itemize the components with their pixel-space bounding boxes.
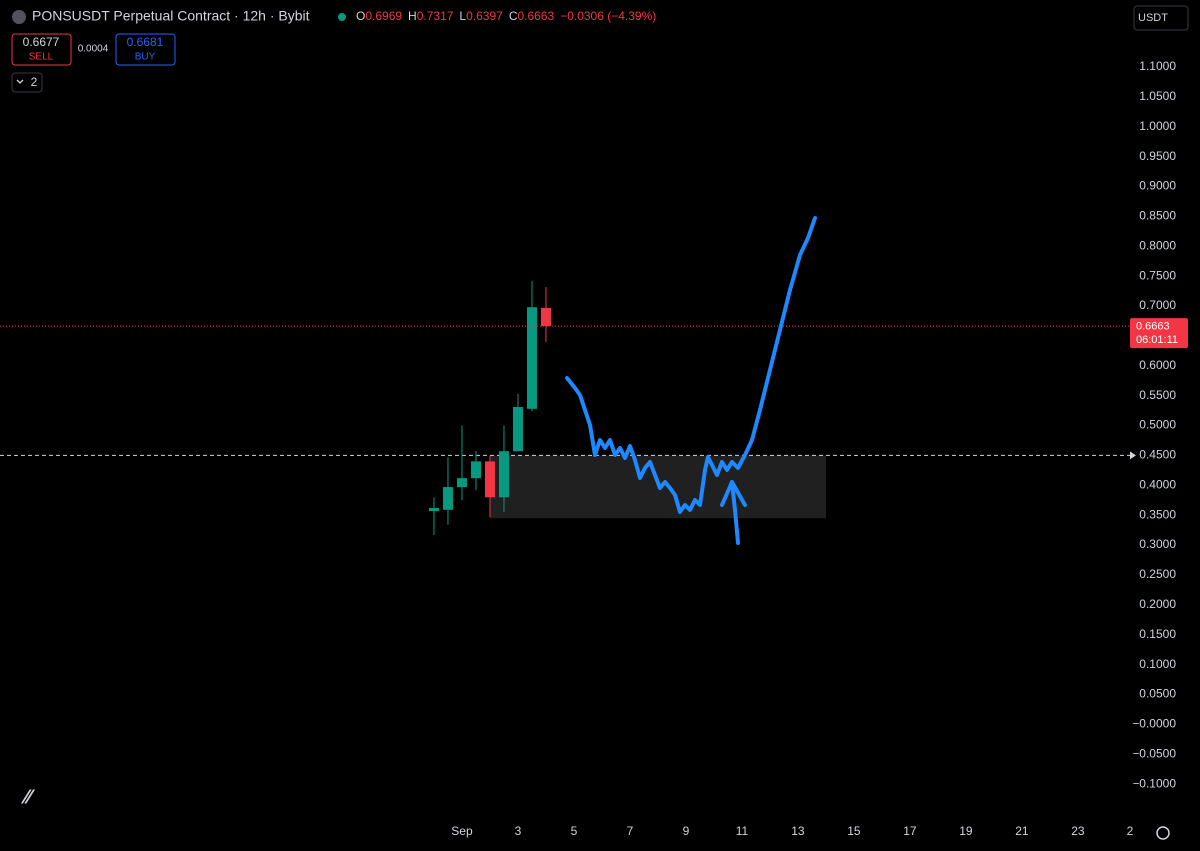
ohlc-change: −0.0306 (−4.39%) (560, 9, 656, 23)
horizontal-line-handle (1130, 451, 1136, 460)
plot-area (0, 280, 1130, 535)
symbol-icon (12, 10, 26, 24)
last-price-box (1130, 318, 1188, 349)
y-tick-label: 0.3500 (1139, 507, 1176, 521)
candle-body (540, 307, 551, 327)
x-tick-label: 2 (1127, 824, 1134, 838)
y-tick-label: 1.1000 (1139, 59, 1176, 73)
drawing-arrow (720, 480, 747, 545)
candle-body (526, 307, 537, 409)
chevron (16, 79, 24, 84)
spread: 0.0004 (78, 44, 109, 55)
y-tick-label: −0.0500 (1132, 746, 1176, 760)
currency-button[interactable] (1133, 5, 1189, 31)
y-tick-label: 0.9000 (1139, 179, 1176, 193)
ohlc-value: 0.7317 (417, 9, 454, 23)
chart-title: PONSUSDT Perpetual Contract · 12h · Bybi… (32, 8, 310, 24)
buy-button[interactable] (115, 33, 176, 66)
status-dot (338, 13, 346, 21)
currency: USDT (1138, 12, 1168, 24)
y-tick-label: 0.5500 (1139, 388, 1176, 402)
x-tick-label: 23 (1071, 824, 1085, 838)
y-tick-label: 0.4500 (1139, 448, 1176, 462)
candle-body (428, 508, 439, 512)
y-tick-label: 1.0500 (1139, 89, 1176, 103)
y-tick-label: −0.1000 (1132, 776, 1176, 790)
layout-count: 2 (31, 75, 38, 89)
candle-body (484, 461, 495, 498)
y-tick-label: 0.8000 (1139, 238, 1176, 252)
y-tick-label: 0.7000 (1139, 298, 1176, 312)
x-tick-label: 11 (736, 824, 749, 838)
y-tick-label: 0.6000 (1139, 358, 1176, 372)
y-tick-label: 0.8500 (1139, 209, 1176, 223)
settings-icon[interactable] (1156, 826, 1170, 840)
ohlc-value: 0.6969 (365, 9, 402, 23)
y-tick-label: 0.3000 (1139, 537, 1176, 551)
candle-body (456, 478, 467, 488)
countdown: 06:01:11 (1136, 334, 1178, 346)
candle-body (442, 487, 453, 510)
sell-label: SELL (29, 52, 54, 63)
drawing-path (565, 216, 817, 514)
y-tick-label: 0.2500 (1139, 567, 1176, 581)
y-tick-label: 0.7500 (1139, 268, 1176, 282)
y-tick-label: 1.0000 (1139, 119, 1176, 133)
x-tick-label: 13 (791, 824, 805, 838)
sell-price: 0.6677 (23, 35, 60, 49)
y-tick-label: 0.9500 (1139, 149, 1176, 163)
ohlc-letter: O (356, 9, 365, 23)
x-tick-label: 17 (903, 824, 917, 838)
x-tick-label: 9 (683, 824, 690, 838)
x-tick-label: 3 (515, 824, 522, 838)
x-tick-label: 21 (1015, 824, 1029, 838)
sell-button[interactable] (11, 33, 72, 66)
ohlc-letter: C (509, 9, 518, 23)
candle-body (498, 451, 509, 498)
y-tick-label: 0.4000 (1139, 477, 1176, 491)
y-tick-label: 0.1500 (1139, 627, 1176, 641)
y-tick-label: 0.1000 (1139, 657, 1176, 671)
x-tick-label: 19 (959, 824, 973, 838)
ohlc-legend: O0.6969 H0.7317 L0.6397 C0.6663 −0.0306 (−4.… (356, 9, 656, 23)
ohlc-value: 0.6397 (466, 9, 503, 23)
buy-price: 0.6681 (127, 35, 164, 49)
x-tick-label: 7 (627, 824, 634, 838)
y-tick-label: 0.5000 (1139, 418, 1176, 432)
ohlc-letter: H (408, 9, 417, 23)
buy-label: BUY (135, 52, 156, 63)
x-tick-label: 5 (571, 824, 578, 838)
y-tick-label: 0.0500 (1139, 687, 1176, 701)
y-tick-label: 0.2000 (1139, 597, 1176, 611)
ohlc-letter: L (459, 9, 466, 23)
y-tick-label: −0.0000 (1132, 717, 1176, 731)
layout-toggle[interactable] (11, 72, 43, 93)
x-tick-label: Sep (451, 824, 473, 838)
candle-body (512, 407, 523, 452)
candle-body (470, 461, 481, 479)
last-price-label: 0.6663 (1136, 321, 1170, 333)
ohlc-value: 0.6663 (517, 9, 554, 23)
x-tick-label: 15 (847, 824, 861, 838)
